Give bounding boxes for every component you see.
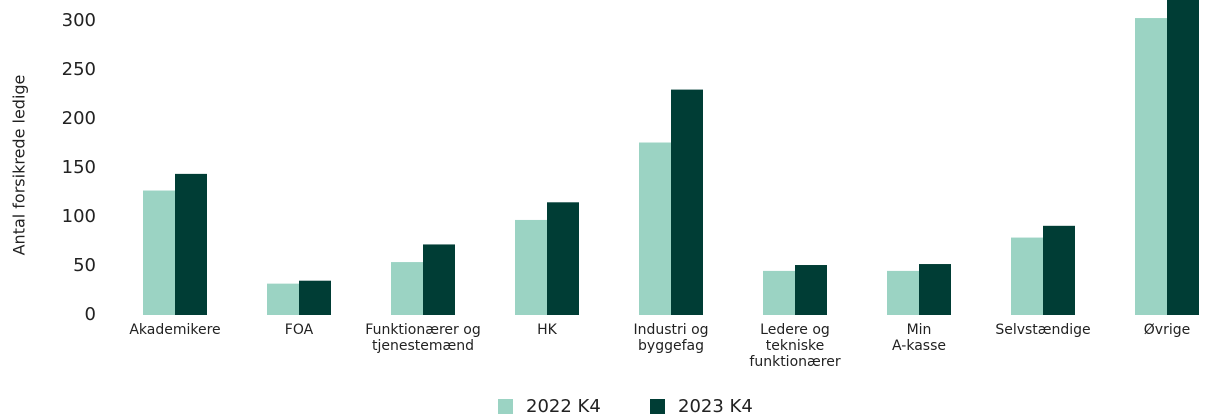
y-tick-label: 200	[62, 108, 96, 129]
y-tick-label: 250	[62, 59, 96, 80]
x-tick-label: HK	[537, 322, 557, 338]
bar	[887, 270, 919, 315]
bar	[795, 265, 827, 315]
bar	[175, 173, 207, 315]
x-tick-label: Industri og byggefag	[633, 322, 709, 354]
bar	[763, 270, 795, 315]
x-tick-label: Funktionærer og tjenestemænd	[365, 322, 481, 354]
x-tick-label: FOA	[284, 322, 314, 338]
bar	[1011, 237, 1043, 315]
bar	[1043, 225, 1075, 315]
bar	[919, 264, 951, 315]
bar	[1135, 18, 1167, 316]
bar	[143, 190, 175, 315]
y-tick-label: 100	[62, 206, 96, 227]
bar	[423, 244, 455, 315]
x-tick-label: Akademikere	[129, 322, 221, 338]
bar	[671, 89, 703, 315]
x-tick-label: Min A-kasse	[892, 322, 946, 354]
y-tick-label: 150	[62, 157, 96, 178]
legend-swatch	[498, 399, 513, 414]
y-tick-label: 300	[62, 10, 96, 31]
y-tick-label: 50	[73, 255, 96, 276]
x-tick-label: Selvstændige	[995, 322, 1091, 338]
bar	[267, 283, 299, 315]
bar	[547, 202, 579, 315]
y-tick-label: 0	[85, 304, 96, 325]
legend-label: 2023 K4	[678, 396, 753, 417]
bar	[299, 280, 331, 315]
bar	[515, 219, 547, 315]
legend-swatch	[650, 399, 665, 414]
x-tick-label: Øvrige	[1143, 322, 1191, 338]
bar	[391, 262, 423, 315]
y-axis-title: Antal forsikrede ledige	[10, 75, 29, 256]
bar	[639, 142, 671, 315]
bar	[1167, 0, 1199, 315]
x-tick-label: Ledere og tekniske funktionærer	[749, 322, 841, 370]
legend-label: 2022 K4	[526, 396, 601, 417]
